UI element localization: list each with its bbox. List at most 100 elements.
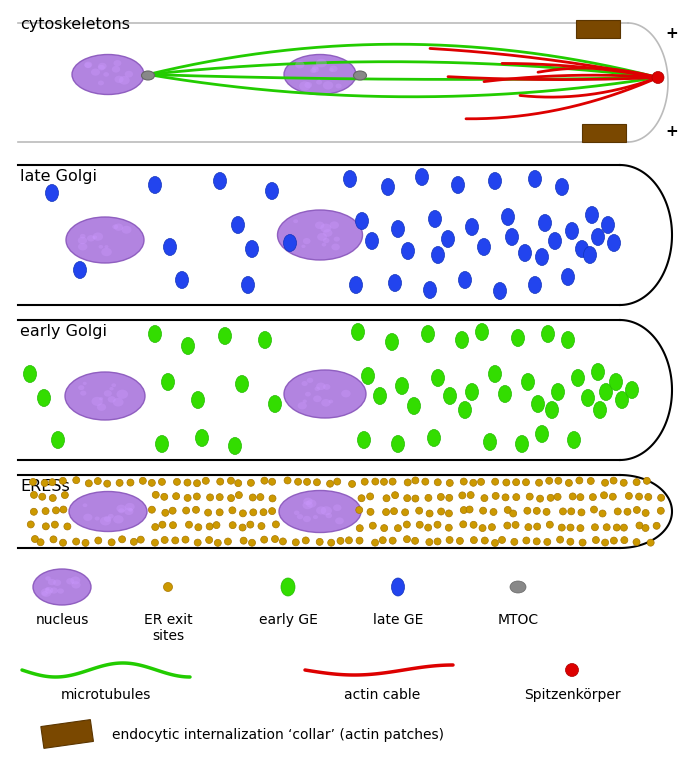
Ellipse shape [642, 510, 649, 517]
Ellipse shape [382, 508, 389, 516]
Ellipse shape [460, 478, 467, 485]
Text: +: + [665, 25, 678, 41]
Ellipse shape [49, 479, 56, 486]
Ellipse shape [383, 495, 390, 502]
Ellipse shape [71, 581, 80, 588]
Ellipse shape [335, 517, 344, 524]
Ellipse shape [297, 514, 303, 519]
Ellipse shape [231, 216, 245, 233]
Ellipse shape [59, 477, 66, 484]
Ellipse shape [139, 477, 146, 484]
Ellipse shape [647, 539, 654, 546]
Ellipse shape [87, 235, 95, 242]
Ellipse shape [129, 508, 133, 512]
Ellipse shape [268, 507, 275, 514]
Ellipse shape [592, 537, 600, 544]
Ellipse shape [519, 245, 531, 262]
Ellipse shape [510, 510, 517, 517]
Ellipse shape [99, 397, 103, 400]
Ellipse shape [401, 243, 415, 259]
Ellipse shape [521, 373, 535, 390]
Ellipse shape [504, 522, 511, 529]
Ellipse shape [52, 507, 59, 514]
Ellipse shape [229, 507, 236, 514]
Ellipse shape [85, 62, 92, 68]
Ellipse shape [257, 494, 264, 500]
Ellipse shape [303, 400, 307, 403]
Ellipse shape [113, 515, 124, 524]
Ellipse shape [194, 493, 201, 500]
Ellipse shape [589, 494, 596, 500]
Ellipse shape [442, 230, 454, 247]
Ellipse shape [302, 537, 309, 544]
Ellipse shape [467, 491, 474, 498]
Ellipse shape [298, 402, 307, 410]
Ellipse shape [652, 72, 664, 83]
Ellipse shape [59, 539, 66, 546]
Ellipse shape [434, 479, 441, 486]
Ellipse shape [115, 75, 124, 83]
Ellipse shape [644, 494, 651, 500]
Ellipse shape [229, 522, 236, 529]
Ellipse shape [512, 479, 519, 486]
Ellipse shape [313, 396, 322, 402]
Ellipse shape [470, 479, 477, 487]
Ellipse shape [633, 479, 640, 486]
Ellipse shape [403, 521, 410, 528]
Ellipse shape [498, 537, 505, 544]
Ellipse shape [118, 508, 124, 514]
Ellipse shape [350, 276, 363, 293]
Ellipse shape [576, 477, 583, 484]
Ellipse shape [349, 480, 356, 487]
Ellipse shape [533, 523, 540, 530]
Ellipse shape [236, 376, 249, 393]
Ellipse shape [216, 509, 223, 516]
Ellipse shape [69, 491, 147, 531]
Ellipse shape [380, 478, 387, 485]
Ellipse shape [621, 537, 628, 544]
Ellipse shape [642, 524, 649, 531]
Ellipse shape [396, 377, 408, 394]
Ellipse shape [104, 516, 111, 522]
Ellipse shape [98, 81, 104, 85]
Ellipse shape [537, 495, 544, 502]
Ellipse shape [52, 431, 64, 448]
Ellipse shape [372, 539, 379, 546]
Ellipse shape [213, 172, 226, 189]
Ellipse shape [266, 182, 278, 199]
Ellipse shape [621, 524, 628, 531]
Ellipse shape [315, 387, 320, 391]
Ellipse shape [66, 217, 144, 263]
Ellipse shape [531, 396, 545, 413]
Ellipse shape [33, 569, 91, 605]
Ellipse shape [366, 233, 378, 249]
Ellipse shape [164, 582, 173, 591]
Ellipse shape [522, 479, 530, 486]
Ellipse shape [391, 492, 398, 499]
Ellipse shape [602, 216, 614, 233]
Ellipse shape [456, 332, 468, 349]
Ellipse shape [329, 68, 333, 72]
Ellipse shape [49, 494, 56, 501]
Ellipse shape [552, 383, 565, 400]
Ellipse shape [305, 392, 311, 397]
Ellipse shape [438, 494, 445, 500]
Ellipse shape [502, 494, 509, 500]
Ellipse shape [80, 234, 85, 239]
Ellipse shape [119, 76, 130, 85]
Ellipse shape [482, 537, 489, 544]
Ellipse shape [228, 494, 235, 501]
Ellipse shape [278, 210, 363, 260]
Ellipse shape [316, 538, 323, 545]
Ellipse shape [122, 226, 131, 233]
Ellipse shape [82, 382, 87, 385]
Ellipse shape [192, 507, 199, 514]
Ellipse shape [554, 494, 561, 500]
Ellipse shape [48, 579, 56, 585]
Ellipse shape [113, 60, 122, 66]
Ellipse shape [72, 55, 144, 95]
Ellipse shape [292, 539, 299, 546]
Ellipse shape [460, 521, 467, 527]
Ellipse shape [124, 71, 133, 78]
Ellipse shape [206, 523, 213, 530]
